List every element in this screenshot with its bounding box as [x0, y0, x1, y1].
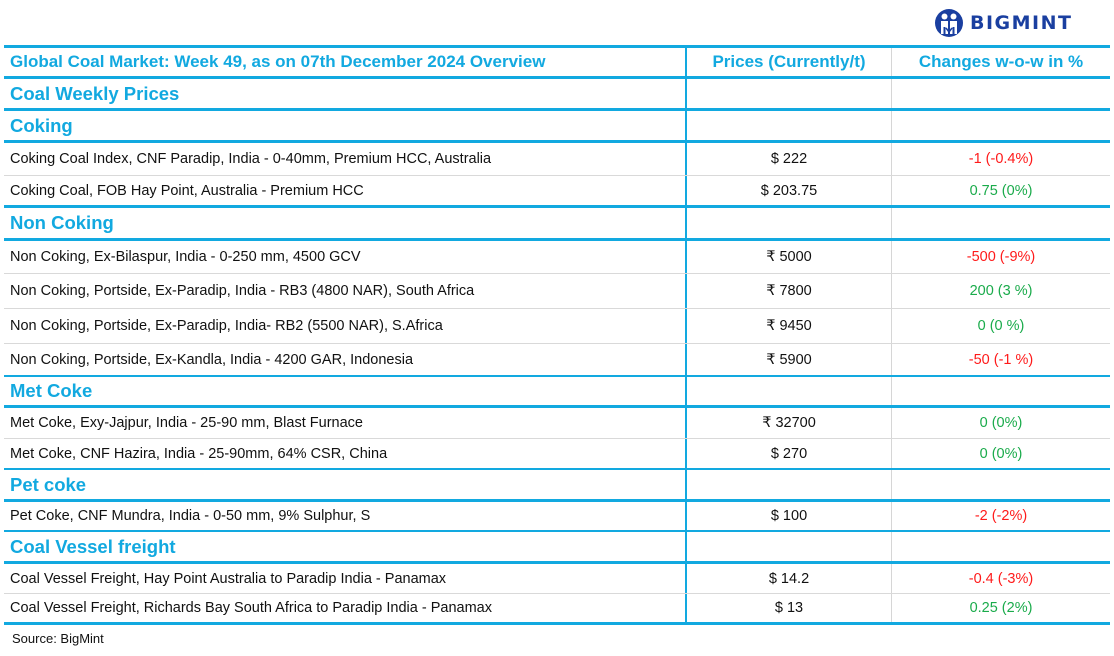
table-row: Coking Coal Index, CNF Paradip, India - …: [4, 143, 1110, 176]
section-title: Met Coke: [4, 377, 687, 405]
section-title: Pet coke: [4, 470, 687, 499]
commodity-name: Non Coking, Portside, Ex-Paradip, India …: [4, 274, 687, 308]
section-title: Coking: [4, 111, 687, 140]
commodity-name: Coal Vessel Freight, Hay Point Australia…: [4, 564, 687, 593]
section-title: Coal Weekly Prices: [4, 79, 687, 108]
table-header-row: Global Coal Market: Week 49, as on 07th …: [4, 45, 1110, 79]
change-value: 0 (0%): [979, 415, 1023, 431]
price-value: $ 222: [687, 143, 892, 175]
table-row: Non Coking, Portside, Ex-Paradip, India …: [4, 274, 1110, 309]
price-value: ₹ 5900: [687, 344, 892, 375]
price-value: $ 13: [687, 594, 892, 622]
table-row: Non Coking, Portside, Ex-Kandla, India -…: [4, 344, 1110, 377]
commodity-name: Coking Coal, FOB Hay Point, Australia - …: [4, 176, 687, 205]
section-title: Non Coking: [4, 208, 687, 238]
change-column-header: Changes w-o-w in %: [918, 52, 1084, 71]
table-title: Global Coal Market: Week 49, as on 07th …: [4, 48, 687, 76]
change-value: -1 (-0.4%): [968, 151, 1034, 167]
table-row: Met Coke, Exy-Jajpur, India - 25-90 mm, …: [4, 408, 1110, 439]
commodity-name: Met Coke, Exy-Jajpur, India - 25-90 mm, …: [4, 408, 687, 438]
coal-price-table: Global Coal Market: Week 49, as on 07th …: [4, 45, 1110, 625]
commodity-name: Coking Coal Index, CNF Paradip, India - …: [4, 143, 687, 175]
price-column-header: Prices (Currently/t): [687, 48, 892, 76]
price-value: $ 203.75: [687, 176, 892, 205]
table-row: Pet Coke, CNF Mundra, India - 0-50 mm, 9…: [4, 502, 1110, 532]
price-value: ₹ 5000: [687, 241, 892, 273]
commodity-name: Pet Coke, CNF Mundra, India - 0-50 mm, 9…: [4, 502, 687, 530]
table-row: Coal Vessel Freight, Hay Point Australia…: [4, 564, 1110, 594]
change-value: -2 (-2%): [974, 508, 1028, 524]
section-row-coking: Coking: [4, 111, 1110, 143]
brand-name: BIGMINT: [970, 12, 1073, 34]
price-value: ₹ 7800: [687, 274, 892, 308]
section-row-vessel-freight: Coal Vessel freight: [4, 532, 1110, 564]
bigmint-logo: BIGMINT: [934, 6, 1073, 40]
section-row-pet-coke: Pet coke: [4, 470, 1110, 502]
table-row: Coking Coal, FOB Hay Point, Australia - …: [4, 176, 1110, 208]
bigmint-people-logo-icon: [935, 9, 963, 37]
section-row-met-coke: Met Coke: [4, 377, 1110, 408]
price-value: ₹ 32700: [687, 408, 892, 438]
price-value: ₹ 9450: [687, 309, 892, 343]
change-value: -500 (-9%): [966, 249, 1036, 265]
table-row: Coal Vessel Freight, Richards Bay South …: [4, 594, 1110, 625]
change-value: 0.25 (2%): [969, 600, 1033, 616]
section-title: Coal Vessel freight: [4, 532, 687, 561]
change-value: 200 (3 %): [969, 283, 1033, 299]
commodity-name: Non Coking, Portside, Ex-Paradip, India-…: [4, 309, 687, 343]
table-row: Non Coking, Portside, Ex-Paradip, India-…: [4, 309, 1110, 344]
price-value: $ 14.2: [687, 564, 892, 593]
price-value: $ 100: [687, 502, 892, 530]
change-value: 0 (0%): [979, 445, 1023, 462]
change-value: -0.4 (-3%): [968, 570, 1034, 587]
change-value: 0.75 (0%): [969, 182, 1033, 199]
table-row: Met Coke, CNF Hazira, India - 25-90mm, 6…: [4, 439, 1110, 470]
commodity-name: Coal Vessel Freight, Richards Bay South …: [4, 594, 687, 622]
commodity-name: Non Coking, Portside, Ex-Kandla, India -…: [4, 344, 687, 375]
section-row-weekly-prices: Coal Weekly Prices: [4, 79, 1110, 111]
commodity-name: Non Coking, Ex-Bilaspur, India - 0-250 m…: [4, 241, 687, 273]
table-row: Non Coking, Ex-Bilaspur, India - 0-250 m…: [4, 241, 1110, 274]
commodity-name: Met Coke, CNF Hazira, India - 25-90mm, 6…: [4, 439, 687, 468]
change-value: 0 (0 %): [977, 318, 1025, 334]
change-value: -50 (-1 %): [968, 351, 1034, 368]
source-note: Source: BigMint: [12, 631, 104, 646]
price-value: $ 270: [687, 439, 892, 468]
section-row-non-coking: Non Coking: [4, 208, 1110, 241]
